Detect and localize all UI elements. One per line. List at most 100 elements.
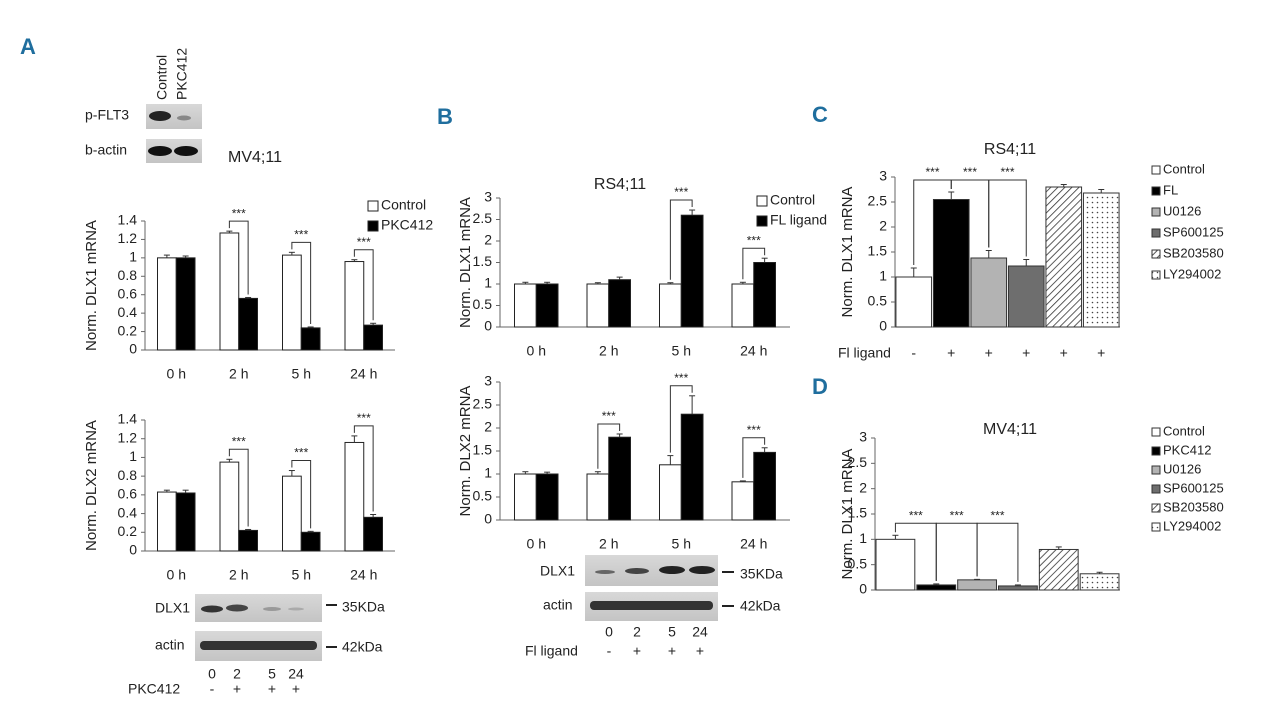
legend-swatch <box>1151 446 1161 456</box>
treatment-label: Fl ligand <box>525 643 578 659</box>
bar <box>175 492 196 552</box>
bar <box>998 585 1038 591</box>
row-label: actin <box>543 597 573 613</box>
legend-swatch <box>1151 228 1161 238</box>
y-tick-label: 1 <box>484 275 492 291</box>
y-tick-label: 0.2 <box>118 523 138 539</box>
blot-a-top: Control PKC412 p-FLT3 b-actin <box>85 48 202 163</box>
sign: + <box>696 643 704 659</box>
band <box>288 607 304 611</box>
bar <box>1079 573 1120 591</box>
x-tick-label: 2 h <box>229 366 248 382</box>
y-tick-label: 0.5 <box>868 293 888 309</box>
annotation: *** <box>925 165 939 179</box>
y-axis-label: Norm. DLX2 mRNA <box>457 386 474 517</box>
y-tick-label: 1 <box>129 249 137 265</box>
panel-letter: D <box>812 374 828 399</box>
y-tick-label: 1.4 <box>118 411 138 427</box>
significance-bracket <box>669 385 693 453</box>
y-tick-label: 0.8 <box>118 467 138 483</box>
row-label: DLX1 <box>155 600 190 616</box>
x-tick-label: + <box>1060 345 1068 361</box>
lane-label: Control <box>154 55 170 100</box>
significance-bracket <box>597 423 621 469</box>
band <box>659 566 685 574</box>
lane-label: 2 <box>633 624 641 640</box>
bar <box>238 297 258 351</box>
annotation: *** <box>232 206 246 220</box>
bar <box>753 262 776 328</box>
y-tick-label: 3 <box>879 168 887 184</box>
bar <box>514 473 537 521</box>
annotation: *** <box>357 411 371 425</box>
y-tick-label: 1.4 <box>118 212 138 228</box>
bar <box>363 516 383 552</box>
x-tick-label: - <box>911 345 916 361</box>
band <box>148 146 172 156</box>
legend-label: PKC412 <box>381 217 433 233</box>
legend-label: SP600125 <box>1163 224 1224 239</box>
lane-label: 24 <box>692 624 708 640</box>
band <box>174 146 198 156</box>
chart-title: RS4;11 <box>594 176 646 193</box>
significance-bracket <box>291 241 312 324</box>
bar <box>363 324 383 351</box>
significance-bracket <box>291 460 312 529</box>
significance-bracket <box>353 249 374 321</box>
legend-swatch <box>1151 165 1161 175</box>
significance-bracket <box>935 522 978 581</box>
y-tick-label: 0 <box>879 318 887 334</box>
size-label: 35KDa <box>342 599 385 615</box>
legend-swatch <box>756 195 768 207</box>
y-tick-label: 1.5 <box>473 253 493 269</box>
legend-label: Control <box>381 197 426 213</box>
y-tick-label: 2 <box>859 479 867 495</box>
annotation: *** <box>747 233 761 247</box>
y-tick-label: 0.5 <box>848 555 868 571</box>
y-tick-label: 0.4 <box>118 504 138 520</box>
y-tick-label: 3 <box>484 189 492 205</box>
legend-label: FL ligand <box>770 212 827 228</box>
y-tick-label: 2 <box>484 419 492 435</box>
bar <box>1007 265 1045 328</box>
size-label: 42kDa <box>740 598 781 614</box>
y-axis-label: Norm. DLX1 mRNA <box>457 197 474 328</box>
legend-label: Control <box>1163 161 1205 176</box>
panel-letter: B <box>437 104 453 129</box>
legend-label: Control <box>770 192 815 208</box>
panel-letter: A <box>20 34 36 59</box>
bar <box>1038 548 1079 591</box>
annotation: *** <box>909 508 923 522</box>
x-tick-label: 0 h <box>527 343 546 359</box>
y-tick-label: 1.2 <box>118 230 138 246</box>
significance-bracket <box>742 247 766 280</box>
row-label: actin <box>155 637 185 653</box>
annotation: *** <box>950 508 964 522</box>
significance-bracket <box>228 220 249 295</box>
y-tick-label: 1.2 <box>118 429 138 445</box>
y-tick-label: 0.4 <box>118 304 138 320</box>
bar <box>1045 186 1083 328</box>
x-tick-label: + <box>1022 345 1030 361</box>
y-tick-label: 1.5 <box>848 505 868 521</box>
y-tick-label: 3 <box>484 373 492 389</box>
legend-label: Control <box>1163 423 1205 438</box>
y-tick-label: 0 <box>484 318 492 334</box>
x-tick-label: 0 h <box>167 567 186 583</box>
band <box>263 607 281 611</box>
band <box>177 115 191 121</box>
legend-swatch <box>367 220 379 232</box>
x-tick-label: + <box>985 345 993 361</box>
sign: + <box>292 681 300 697</box>
size-label: 42kDa <box>342 639 383 655</box>
bar <box>344 261 365 351</box>
y-axis-label: Norm. DLX1 mRNA <box>83 220 100 351</box>
bar <box>970 257 1008 328</box>
blot-a-bottom: DLX1 actin 35KDa 42kDa 0 2 5 24 PKC412 -… <box>128 594 385 697</box>
legend-label: PKC412 <box>1163 442 1211 457</box>
y-tick-label: 0 <box>859 581 867 597</box>
lane-label: 5 <box>268 666 276 682</box>
legend-swatch <box>1151 503 1161 513</box>
y-tick-label: 0.2 <box>118 322 138 338</box>
